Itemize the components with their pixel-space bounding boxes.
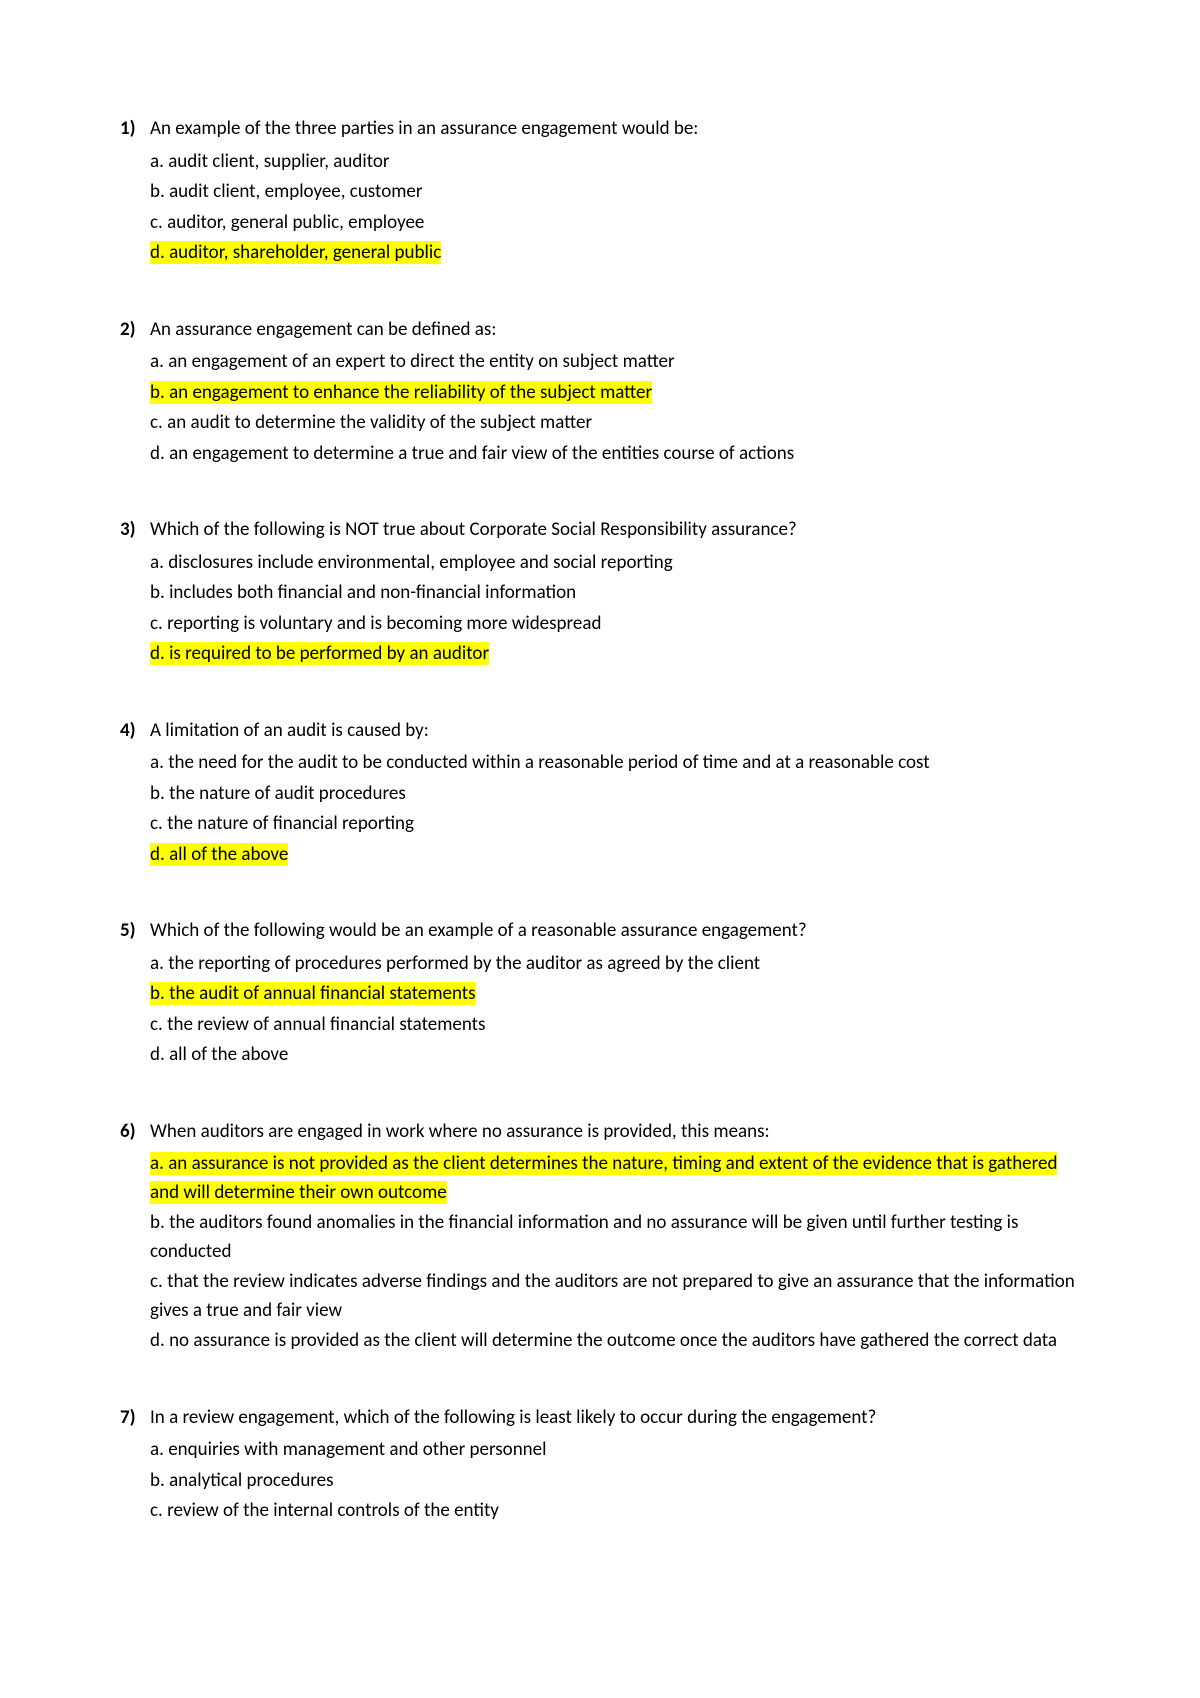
option-label: d. no assurance is provided as the clien… [150,1329,1057,1352]
option-label: c. that the review indicates adverse fin… [150,1270,1075,1322]
question-text: In a review engagement, which of the fol… [150,1404,1080,1433]
question-number: 6) [120,1118,150,1147]
option-label: a. the reporting of procedures performed… [150,952,760,975]
option-label: a. the need for the audit to be conducte… [150,751,930,774]
option-label: b. the audit of annual financial stateme… [150,982,476,1005]
option: d. all of the above [150,1041,1080,1070]
option-label: b. an engagement to enhance the reliabil… [150,381,652,404]
option-label: c. auditor, general public, employee [150,211,424,234]
question-text: A limitation of an audit is caused by: [150,717,1080,746]
option-label: c. the nature of financial reporting [150,812,414,835]
option: b. the nature of audit procedures [150,780,1080,809]
option: d. is required to be performed by an aud… [150,640,1080,669]
option-label: b. the nature of audit procedures [150,782,406,805]
options-list: a. an engagement of an expert to direct … [150,348,1080,468]
question-block: 4)A limitation of an audit is caused by:… [120,717,1080,870]
question-block: 2)An assurance engagement can be defined… [120,316,1080,469]
options-list: a. disclosures include environmental, em… [150,549,1080,669]
option-label: d. all of the above [150,1043,288,1066]
option: d. all of the above [150,841,1080,870]
question-text: An assurance engagement can be defined a… [150,316,1080,345]
option-label: b. analytical procedures [150,1469,334,1492]
option: a. the need for the audit to be conducte… [150,749,1080,778]
option-label: c. reporting is voluntary and is becomin… [150,612,601,635]
option-label: a. disclosures include environmental, em… [150,551,673,574]
option: d. no assurance is provided as the clien… [150,1327,1080,1356]
question-text: Which of the following is NOT true about… [150,516,1080,545]
option: b. audit client, employee, customer [150,178,1080,207]
options-list: a. an assurance is not provided as the c… [150,1150,1080,1356]
question-number: 5) [120,917,150,946]
option: a. audit client, supplier, auditor [150,148,1080,177]
option-label: d. auditor, shareholder, general public [150,241,441,264]
option-label: a. audit client, supplier, auditor [150,150,390,173]
option: c. the nature of financial reporting [150,810,1080,839]
option: b. analytical procedures [150,1467,1080,1496]
option: a. enquiries with management and other p… [150,1436,1080,1465]
option-label: c. the review of annual financial statem… [150,1013,485,1036]
question-block: 6)When auditors are engaged in work wher… [120,1118,1080,1356]
question-block: 3)Which of the following is NOT true abo… [120,516,1080,669]
question-number: 4) [120,717,150,746]
option: a. disclosures include environmental, em… [150,549,1080,578]
option: d. auditor, shareholder, general public [150,239,1080,268]
question-row: 1)An example of the three parties in an … [120,115,1080,144]
options-list: a. audit client, supplier, auditor b. aud… [150,148,1080,268]
question-text: An example of the three parties in an as… [150,115,1080,144]
option-label: b. audit client, employee, customer [150,180,422,203]
option: c. an audit to determine the validity of… [150,409,1080,438]
option-label: d. is required to be performed by an aud… [150,642,489,665]
question-block: 5)Which of the following would be an exa… [120,917,1080,1070]
option-label: d. an engagement to determine a true and… [150,442,794,465]
option-label: a. enquiries with management and other p… [150,1438,546,1461]
option: b. the auditors found anomalies in the f… [150,1209,1080,1266]
question-row: 2)An assurance engagement can be defined… [120,316,1080,345]
option-label: a. an assurance is not provided as the c… [150,1152,1057,1204]
question-block: 1)An example of the three parties in an … [120,115,1080,268]
options-list: a. the reporting of procedures performed… [150,950,1080,1070]
option: c. review of the internal controls of th… [150,1497,1080,1526]
question-number: 2) [120,316,150,345]
questions-container: 1)An example of the three parties in an … [120,115,1080,1526]
option-label: d. all of the above [150,843,288,866]
option: c. the review of annual financial statem… [150,1011,1080,1040]
option: b. the audit of annual financial stateme… [150,980,1080,1009]
option: b. includes both financial and non-finan… [150,579,1080,608]
question-text: When auditors are engaged in work where … [150,1118,1080,1147]
question-row: 3)Which of the following is NOT true abo… [120,516,1080,545]
option-label: c. an audit to determine the validity of… [150,411,592,434]
options-list: a. enquiries with management and other p… [150,1436,1080,1526]
question-number: 3) [120,516,150,545]
question-block: 7)In a review engagement, which of the f… [120,1404,1080,1526]
option-label: a. an engagement of an expert to direct … [150,350,675,373]
question-number: 7) [120,1404,150,1433]
options-list: a. the need for the audit to be conducte… [150,749,1080,869]
question-row: 7)In a review engagement, which of the f… [120,1404,1080,1433]
option: c. that the review indicates adverse fin… [150,1268,1080,1325]
question-number: 1) [120,115,150,144]
option-label: b. the auditors found anomalies in the f… [150,1211,1018,1263]
option: a. an engagement of an expert to direct … [150,348,1080,377]
option: a. the reporting of procedures performed… [150,950,1080,979]
question-row: 4)A limitation of an audit is caused by: [120,717,1080,746]
option-label: b. includes both financial and non-finan… [150,581,576,604]
question-text: Which of the following would be an examp… [150,917,1080,946]
option: a. an assurance is not provided as the c… [150,1150,1080,1207]
option: b. an engagement to enhance the reliabil… [150,379,1080,408]
question-row: 6)When auditors are engaged in work wher… [120,1118,1080,1147]
option: d. an engagement to determine a true and… [150,440,1080,469]
option-label: c. review of the internal controls of th… [150,1499,499,1522]
question-row: 5)Which of the following would be an exa… [120,917,1080,946]
option: c. reporting is voluntary and is becomin… [150,610,1080,639]
option: c. auditor, general public, employee [150,209,1080,238]
